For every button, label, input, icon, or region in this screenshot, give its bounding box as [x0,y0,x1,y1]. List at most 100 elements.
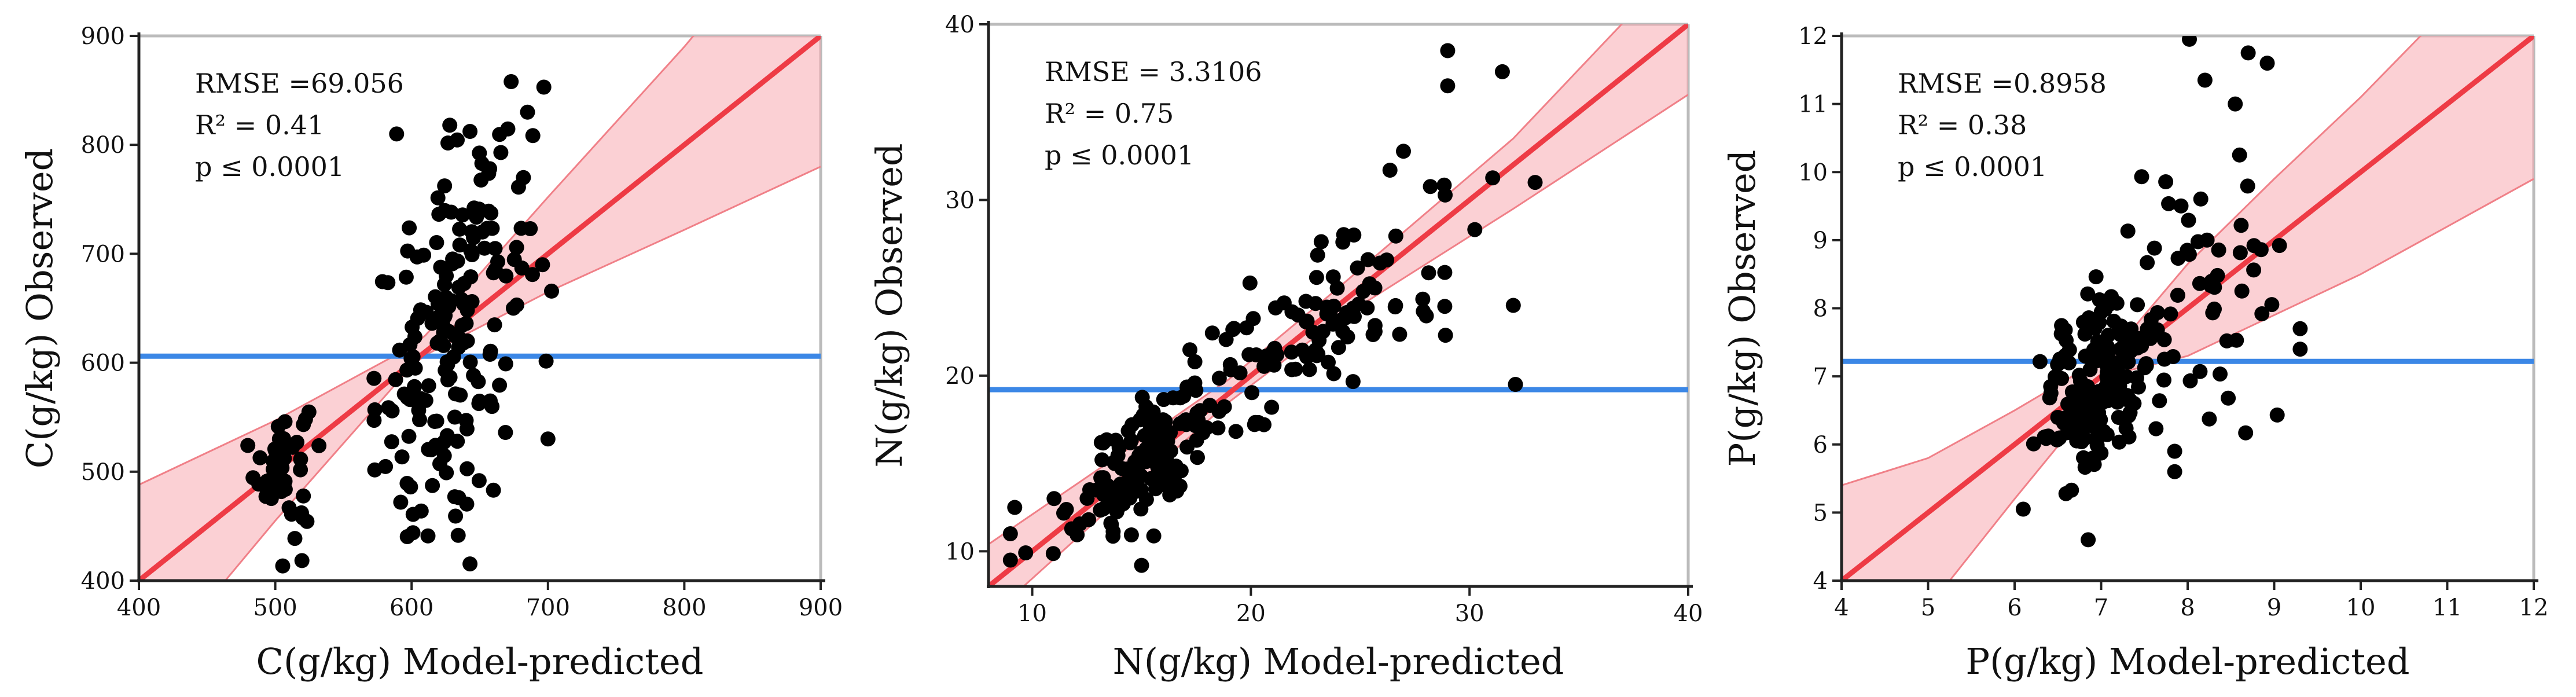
data-point [493,145,509,160]
y-tick-label: 10 [945,538,975,565]
data-point [2059,332,2074,348]
data-point [462,556,478,572]
data-point [471,374,486,390]
data-point [1190,450,1205,465]
data-point [2078,348,2093,364]
data-point [2134,338,2149,354]
data-point [2038,429,2054,445]
data-point [1211,370,1227,386]
data-point [270,419,286,434]
y-tick-label: 4 [1813,568,1828,595]
data-point [411,402,427,418]
data-point [403,479,418,495]
data-point [1123,435,1138,450]
x-tick-label: 20 [1236,600,1266,627]
x-axis-title: P(g/kg) Model-predicted [1965,640,2409,683]
data-point [2210,267,2225,283]
data-point [2192,276,2207,291]
data-point [1189,432,1204,448]
data-point [513,221,529,236]
data-point [1187,354,1203,369]
fit-line [139,36,821,581]
data-point [2015,501,2031,517]
x-tick-label: 400 [117,595,161,621]
y-tick-label: 30 [945,187,975,214]
data-point [442,369,458,385]
data-point [389,126,405,142]
data-point [2120,223,2136,239]
x-tick-label: 10 [1017,600,1047,627]
data-point [299,513,315,529]
panel-phosphorus: 4 5 6 7 8 9 10 11 12 4 5 6 7 8 9 10 11 12 P(g/kg) Model-pr… [1721,23,2548,683]
data-point [544,283,559,299]
data-point [393,494,409,510]
data-point [2163,306,2178,322]
data-point [1108,432,1123,448]
data-point [2152,393,2167,409]
data-point [506,300,521,316]
data-point [1127,454,1142,469]
data-point [481,166,497,181]
data-point [1527,175,1543,190]
data-point [425,478,440,493]
data-point [2229,332,2244,348]
data-point [1093,502,1108,518]
data-point [2240,45,2256,61]
data-point [294,553,310,568]
data-point [2161,196,2177,211]
data-point [454,318,470,333]
data-point [2193,191,2208,207]
data-point [1362,276,1377,292]
data-point [1123,527,1139,542]
data-point [2272,238,2287,254]
data-point [1134,557,1149,573]
data-point [472,145,487,161]
data-point [2246,262,2262,278]
data-point [1210,420,1226,436]
data-point [1114,492,1130,508]
data-point [2085,450,2101,466]
data-point [428,289,443,305]
data-point [463,243,479,258]
data-point [269,479,284,495]
data-point [2088,269,2104,285]
data-point [1313,234,1329,250]
data-point [471,473,487,489]
data-point [504,74,519,89]
data-point [2192,364,2208,379]
data-point [398,269,414,285]
data-point [1467,222,1483,237]
data-point [2147,240,2162,256]
data-point [1173,390,1188,406]
data-point [1505,298,1521,313]
y-tick-label: 9 [1813,228,1828,254]
data-point [1299,313,1315,329]
stat-line: RMSE =0.8958 [1898,68,2107,99]
data-point [384,434,399,450]
data-point [405,525,421,541]
data-point [2165,349,2181,364]
data-point [424,442,439,457]
data-point [1329,280,1345,296]
data-point [540,431,556,447]
data-point [462,354,478,370]
data-point [1508,377,1523,392]
data-point [516,170,531,185]
x-tick-label: 11 [2432,595,2462,621]
data-point [451,280,466,295]
data-point [525,128,541,144]
data-point [1423,179,1438,195]
data-point [1332,313,1348,328]
data-point [1156,475,1171,490]
data-point [2148,421,2164,436]
data-point [1072,516,1087,531]
data-point [2134,169,2149,185]
data-point [1094,452,1110,468]
data-point [1093,470,1109,486]
x-tick-label: 500 [253,595,297,621]
data-point [401,428,417,444]
y-tick-label: 11 [1798,91,1828,118]
data-point [399,390,415,405]
data-point [2149,305,2165,320]
